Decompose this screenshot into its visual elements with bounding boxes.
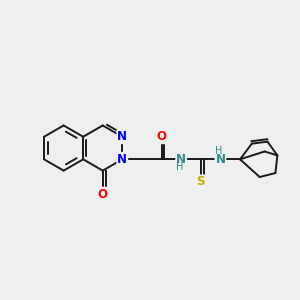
Text: N: N — [117, 130, 127, 143]
Text: O: O — [98, 188, 108, 201]
Text: H: H — [176, 162, 183, 172]
Text: N: N — [117, 153, 127, 166]
Text: O: O — [157, 130, 166, 143]
Text: S: S — [196, 176, 205, 188]
Text: H: H — [215, 146, 222, 157]
Text: N: N — [176, 153, 186, 166]
Text: N: N — [215, 153, 225, 166]
